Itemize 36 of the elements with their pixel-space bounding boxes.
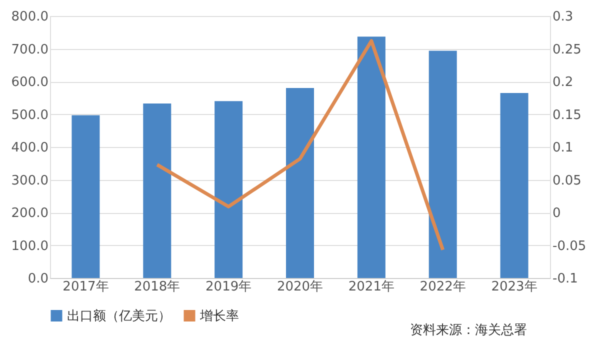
x-tick-label: 2022年 bbox=[420, 280, 466, 294]
y2-tick-label: 0.3 bbox=[552, 10, 574, 24]
bar bbox=[357, 36, 386, 278]
y2-tick-label: 0.1 bbox=[552, 140, 574, 156]
x-tick-label: 2017年 bbox=[62, 280, 109, 294]
x-tick-label: 2023年 bbox=[491, 280, 538, 294]
bar bbox=[143, 103, 172, 278]
y-tick-label: 300.0 bbox=[11, 173, 48, 188]
y2-tick-label: 0 bbox=[552, 206, 561, 221]
y-tick-label: 0.0 bbox=[28, 272, 48, 286]
bar bbox=[286, 88, 314, 278]
bar bbox=[72, 115, 100, 278]
bar bbox=[428, 50, 457, 278]
y-tick-label: 500.0 bbox=[11, 108, 48, 123]
y2-tick-label: 0.05 bbox=[552, 173, 582, 188]
bar bbox=[214, 101, 243, 278]
bar bbox=[500, 92, 528, 278]
y-tick-label: 600.0 bbox=[11, 75, 48, 90]
legend-label: 增长率 bbox=[199, 308, 239, 324]
y-tick-label: 100.0 bbox=[11, 238, 48, 254]
text: 资料来源：海关总署 bbox=[410, 323, 527, 338]
y2-tick-label: 0.2 bbox=[552, 75, 574, 90]
x-tick-label: 2020年 bbox=[276, 280, 324, 294]
y-tick-label: 800.0 bbox=[11, 10, 48, 24]
y-tick-label: 700.0 bbox=[11, 42, 48, 58]
y-tick-label: 400.0 bbox=[11, 140, 48, 156]
y2-tick-label: -0.05 bbox=[552, 238, 586, 254]
y2-tick-label: -0.1 bbox=[552, 272, 578, 286]
y-tick-label: 200.0 bbox=[11, 206, 48, 221]
x-tick-label: 2018年 bbox=[134, 280, 180, 294]
y2-tick-label: 0.15 bbox=[552, 108, 582, 123]
legend-label: 出口额（亿美元） bbox=[67, 308, 171, 324]
x-tick-label: 2021年 bbox=[348, 280, 394, 294]
line-series bbox=[155, 39, 445, 252]
y2-tick-label: 0.25 bbox=[552, 42, 582, 58]
x-tick-label: 2019年 bbox=[206, 280, 252, 294]
